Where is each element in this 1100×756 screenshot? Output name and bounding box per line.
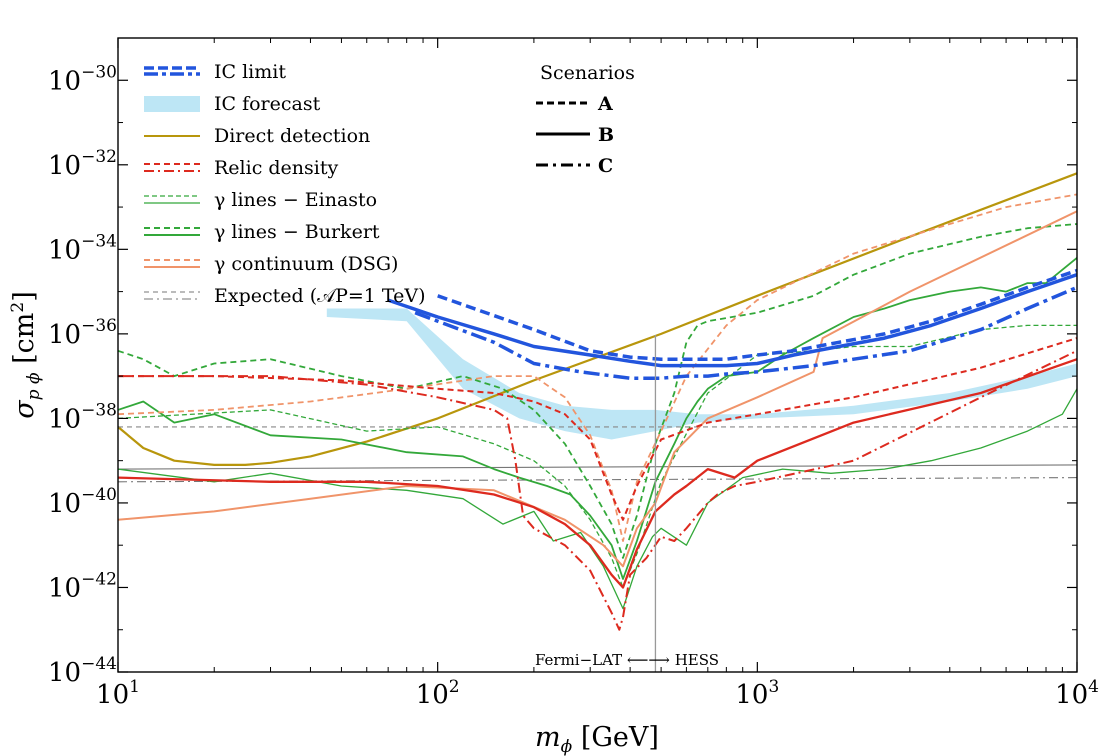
series-lines-einasto-solid — [118, 388, 1077, 610]
legend: IC limit IC forecast Direct detection Relic… — [144, 61, 426, 307]
plot-frame — [117, 37, 1078, 673]
scenario-legend: Scenarios ABC — [536, 62, 635, 177]
legend-entry-ic-forecast: IC forecast — [144, 93, 321, 115]
series-continuum-solid — [118, 210, 1077, 568]
y-tick-label: 10−30 — [48, 62, 117, 96]
legend-entry-ic-limit: IC limit — [144, 61, 286, 83]
x-tick-label: 103 — [735, 677, 779, 710]
x-tick-label: 102 — [416, 677, 460, 710]
fermi-hess-annotation: Fermi−LAT ⟵⟶ HESS — [535, 651, 719, 669]
series-layer — [118, 172, 1077, 631]
legend-label: IC forecast — [214, 93, 321, 115]
legend-entry-direct-detection: Direct detection — [144, 125, 370, 147]
legend-label: γ continuum (DSG) — [214, 253, 398, 275]
y-tick-label: 10−44 — [48, 654, 117, 688]
y-tick-label: 10−42 — [48, 569, 117, 603]
series-relic-density-a — [118, 337, 1077, 521]
legend-label: IC limit — [214, 61, 286, 83]
y-axis-title: σp ϕ [cm2] — [8, 291, 44, 419]
legend-label: γ lines − Einasto — [214, 189, 377, 211]
series-relic-density-c — [118, 349, 1077, 631]
series-ic-limit-b — [387, 273, 1077, 368]
series-direct-detection — [118, 172, 1077, 466]
legend-swatch — [144, 96, 200, 112]
y-tick-label: 10−40 — [48, 485, 117, 519]
series-ic-limit-a — [437, 268, 1077, 361]
legend-entry-expected-p-1-tev: Expected (𝒜P=1 TeV) — [144, 285, 426, 307]
y-tick-label: 10−34 — [48, 231, 117, 265]
legend-label: Expected (𝒜P=1 TeV) — [214, 285, 426, 307]
series-expected-solid — [118, 464, 1077, 470]
y-tick-label: 10−36 — [48, 316, 117, 350]
x-tick-label: 104 — [1055, 677, 1099, 710]
series-continuum-dashed — [118, 193, 1077, 542]
series-relic-density-b — [118, 358, 1077, 589]
legend-label: Direct detection — [214, 125, 370, 147]
tick-layer: 101 102 103 104 10−30 10−32 10−34 10−36 10−38 10−… — [48, 38, 1099, 710]
x-tick-label: 101 — [96, 677, 140, 710]
legend-label: Relic density — [214, 157, 338, 179]
legend-entry-relic-density: Relic density — [144, 157, 338, 179]
scenarios-title: Scenarios — [540, 62, 635, 84]
series-ic-limit-c — [414, 285, 1077, 380]
x-axis-title: mϕ [GeV] — [535, 722, 659, 756]
scenario-label-c: C — [598, 155, 613, 177]
series-lines-burkert-dashed — [118, 223, 1077, 559]
scenario-label-a: A — [597, 93, 613, 115]
legend-label: γ lines − Burkert — [214, 221, 380, 243]
y-tick-label: 10−32 — [48, 147, 117, 181]
legend-entry-continuum-dsg: γ continuum (DSG) — [144, 253, 398, 275]
legend-entry-lines-einasto: γ lines − Einasto — [144, 189, 377, 211]
band-layer — [326, 308, 1077, 440]
scenario-label-b: B — [598, 124, 614, 146]
y-tick-label: 10−38 — [48, 400, 117, 434]
series-ic-forecast — [326, 308, 1077, 440]
series-lines-burkert-solid — [118, 257, 1077, 580]
legend-entry-lines-burkert: γ lines − Burkert — [144, 221, 380, 243]
